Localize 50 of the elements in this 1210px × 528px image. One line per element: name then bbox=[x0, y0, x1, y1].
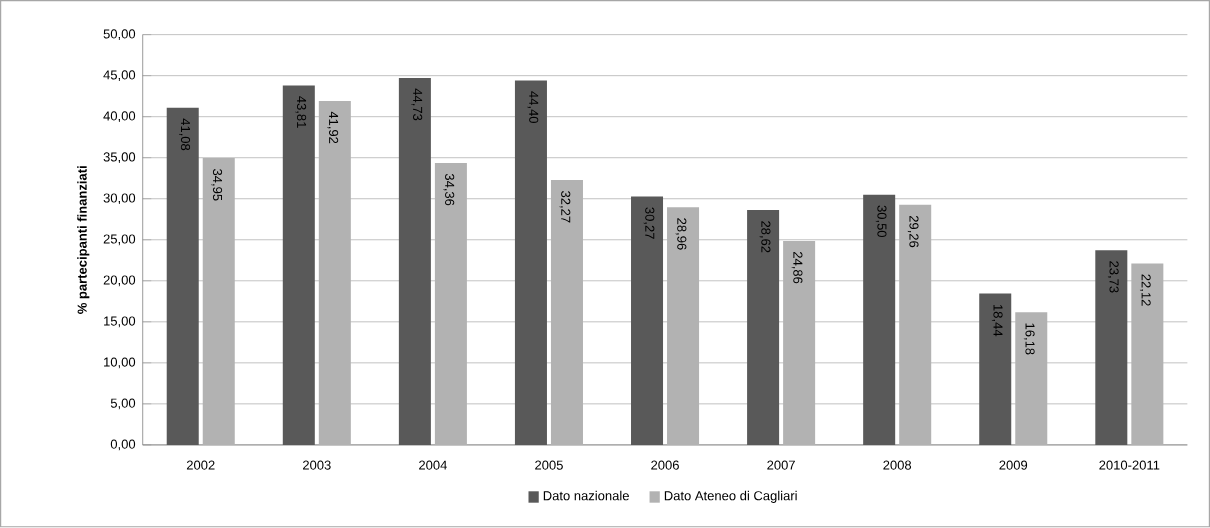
data-label: 44,73 bbox=[411, 88, 423, 121]
data-label: 18,44 bbox=[991, 305, 1003, 337]
x-tick-label: 2009 bbox=[999, 460, 1028, 470]
y-tick-label: 40,00 bbox=[103, 111, 136, 123]
x-tick-label: 2010-2011 bbox=[1099, 460, 1160, 470]
bar bbox=[631, 196, 664, 446]
y-tick-label: 25,00 bbox=[103, 234, 136, 246]
x-tick-label: 2003 bbox=[303, 460, 331, 470]
y-tick-label: 5,00 bbox=[110, 398, 136, 410]
legend-label: Dato nazionale bbox=[543, 491, 629, 501]
data-label: 24,86 bbox=[791, 252, 803, 284]
x-tick-label: 2002 bbox=[186, 460, 215, 470]
x-tick-label: 2006 bbox=[651, 460, 679, 470]
x-tick-label: 2005 bbox=[535, 460, 563, 470]
data-label: 16,18 bbox=[1023, 323, 1035, 355]
data-label: 22,12 bbox=[1139, 274, 1151, 306]
data-label: 41,08 bbox=[179, 118, 191, 151]
y-tick-label: 0,00 bbox=[110, 439, 136, 451]
y-tick-label: 35,00 bbox=[103, 152, 136, 164]
legend-label: Dato Ateneo di Cagliari bbox=[664, 491, 797, 504]
data-label: 28,96 bbox=[675, 218, 687, 250]
y-tick-label: 20,00 bbox=[103, 275, 136, 287]
bar bbox=[282, 85, 315, 446]
bar bbox=[398, 78, 431, 446]
bar bbox=[863, 194, 896, 446]
data-label: 44,40 bbox=[527, 91, 539, 124]
data-label: 30,50 bbox=[875, 205, 887, 238]
data-label: 29,26 bbox=[907, 216, 919, 248]
bar bbox=[514, 80, 547, 446]
bar bbox=[1095, 250, 1128, 446]
y-tick-label: 15,00 bbox=[104, 316, 136, 328]
y-tick-label: 45,00 bbox=[103, 70, 136, 82]
data-label: 34,36 bbox=[443, 174, 455, 206]
y-tick-label: 50,00 bbox=[103, 29, 136, 41]
x-tick-label: 2008 bbox=[883, 460, 912, 470]
bar bbox=[979, 293, 1012, 446]
data-label: 30,27 bbox=[643, 207, 655, 240]
bar bbox=[166, 108, 199, 446]
x-tick-label: 2004 bbox=[419, 460, 447, 470]
bar bbox=[747, 210, 780, 446]
data-label: 23,73 bbox=[1107, 261, 1119, 293]
data-label: 41,92 bbox=[327, 111, 339, 144]
y-axis-title: % partecipanti finanziati bbox=[77, 166, 90, 315]
data-label: 34,95 bbox=[211, 169, 223, 201]
x-tick-label: 2007 bbox=[767, 460, 795, 470]
y-tick-label: 30,00 bbox=[103, 193, 136, 205]
data-label: 28,62 bbox=[759, 221, 771, 253]
y-tick-label: 10,00 bbox=[104, 357, 136, 369]
data-label: 43,81 bbox=[295, 96, 307, 128]
data-label: 32,27 bbox=[559, 191, 571, 223]
